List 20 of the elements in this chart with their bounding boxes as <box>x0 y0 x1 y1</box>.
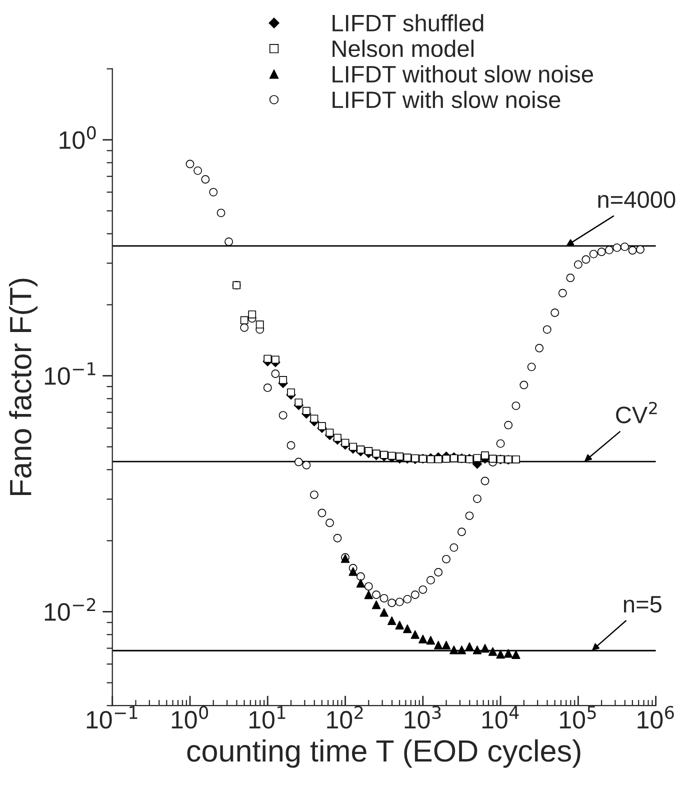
y-tick-label: 10$^{−2}$ <box>44 598 96 621</box>
annotation: CV$^{2}$ <box>616 402 657 424</box>
legend-label: LIFDT with slow noise <box>332 90 560 108</box>
annotation: n=5 <box>624 596 662 613</box>
y-axis-title: Fano factor F(T) <box>8 278 38 496</box>
y-tick-label: 10$^{0}$ <box>60 126 96 149</box>
legend-label: LIFDT without slow noise <box>332 65 593 83</box>
annotation: n=4000 <box>598 191 676 208</box>
x-tick-label: 10$^{−1}$ <box>86 706 138 729</box>
x-tick-label: 10$^{4}$ <box>482 706 519 729</box>
x-tick-label: 10$^{2}$ <box>327 706 363 729</box>
x-tick-label: 10$^{1}$ <box>250 706 286 729</box>
legend-label: LIFDT shuffled <box>332 14 484 32</box>
x-tick-label: 10$^{0}$ <box>172 706 208 729</box>
legend-label: Nelson model <box>332 40 474 58</box>
y-tick-label: 10$^{−1}$ <box>44 362 96 385</box>
x-tick-label: 10$^{3}$ <box>404 706 441 729</box>
x-tick-label: 10$^{6}$ <box>638 706 674 729</box>
x-tick-label: 10$^{5}$ <box>560 706 596 729</box>
x-axis-title: counting time T (EOD cycles) <box>187 739 580 768</box>
